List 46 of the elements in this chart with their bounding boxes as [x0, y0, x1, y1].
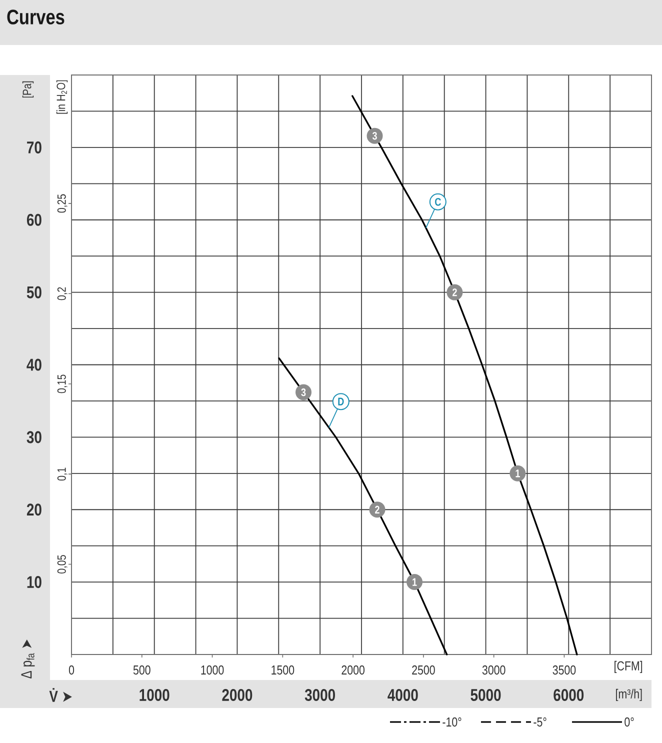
chart-title: Curves: [7, 10, 64, 24]
y2-tick-label: 0,15: [57, 374, 68, 394]
y-tick-label: 70: [27, 141, 42, 154]
y2-tick-label: 0,2: [57, 287, 68, 300]
x2-tick-label: 500: [133, 665, 150, 675]
legend-label: -10°: [442, 717, 462, 727]
x2-tick-label: 1500: [272, 665, 294, 675]
annotation: 1: [412, 578, 417, 586]
x-tick-label: 6000: [554, 688, 584, 702]
y2-tick-label: 0,05: [57, 555, 68, 574]
x-tick-label: 2000: [222, 688, 252, 702]
annotation: 1: [516, 470, 520, 478]
y2-tick-label: 0,25: [57, 194, 68, 213]
x2-tick-label: 0: [68, 665, 74, 675]
x-tick-label: 1000: [140, 688, 170, 702]
y-tick-label: 50: [26, 286, 42, 298]
series-label: C: [435, 198, 441, 206]
x2-tick-label: 2000: [342, 665, 364, 675]
annotation: 2: [452, 288, 457, 296]
y-tick-label: 30: [26, 431, 42, 444]
annotation: 2: [375, 506, 380, 514]
text: Δ p$_{fa}$ ➤: [21, 640, 35, 678]
x2-tick-label: 3500: [552, 665, 576, 675]
x2-axis-title: [CFM]: [614, 660, 642, 674]
y-axis-title: [Pa]: [22, 81, 34, 98]
x-tick-label: 4000: [388, 688, 418, 702]
x2-tick-label: 3000: [482, 665, 506, 675]
series-label: D: [338, 398, 344, 406]
x2-tick-label: 1000: [201, 665, 224, 675]
y2-tick-label: 0,1: [57, 468, 68, 481]
y-tick-label: 20: [26, 504, 42, 516]
y-tick-label: 10: [27, 576, 42, 588]
y-tick-label: 40: [26, 358, 42, 371]
x-axis-title: [m³/h]: [616, 688, 642, 702]
y-tick-label: 60: [26, 214, 42, 226]
y2-axis-title: [in H$_{2}$O]: [56, 80, 68, 114]
annotation: 3: [372, 132, 377, 140]
x-tick-label: 5000: [470, 688, 501, 702]
x-tick-label: 3000: [304, 688, 335, 702]
legend-label: -5°: [534, 717, 546, 727]
line-series: [278, 357, 448, 656]
line-series: [352, 95, 578, 656]
annotation: 3: [301, 388, 306, 396]
x2-tick-label: 2500: [412, 665, 435, 675]
legend-label: 0°: [624, 717, 634, 727]
text: V̇ ➤: [49, 688, 72, 702]
